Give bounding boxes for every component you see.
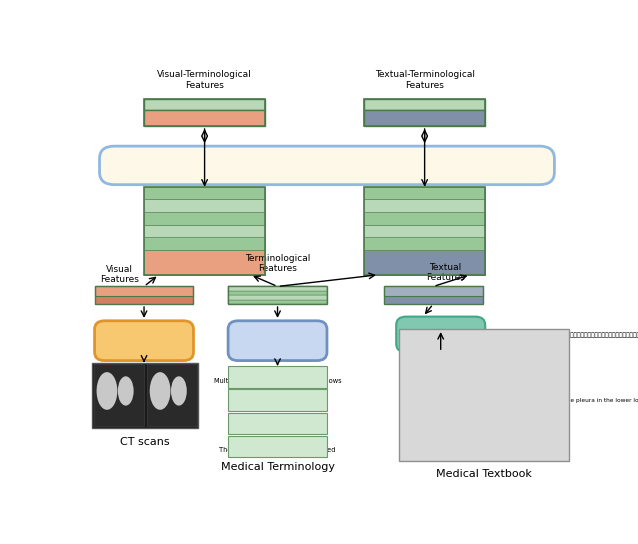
Text: Thickening of the septa: Thickening of the septa	[238, 401, 317, 407]
Bar	[364, 99, 486, 126]
Text: 未见异常密度影: 未见异常密度影	[263, 416, 292, 422]
Text: Textual-Terminological
Features: Textual-Terminological Features	[375, 70, 475, 90]
Text: 纵隔结构清晰: 纵隔结构清晰	[265, 439, 290, 446]
Bar	[92, 363, 198, 428]
Bar	[364, 99, 486, 110]
Bar	[228, 295, 327, 300]
Text: Medical Terminology: Medical Terminology	[221, 462, 334, 472]
Bar	[228, 287, 327, 304]
Bar	[364, 187, 486, 275]
FancyBboxPatch shape	[396, 317, 486, 352]
Bar	[94, 296, 193, 304]
Text: Visual
Features: Visual Features	[100, 264, 138, 284]
Text: Multiple patchy ground glass shadows: Multiple patchy ground glass shadows	[214, 378, 341, 384]
Ellipse shape	[150, 372, 170, 410]
Text: No abnormal density shadow: No abnormal density shadow	[229, 424, 326, 430]
Bar	[144, 99, 265, 110]
Bar	[364, 237, 486, 250]
Bar	[384, 287, 483, 296]
Text: 间隔增厅: 间隔增厅	[269, 393, 286, 399]
Bar	[144, 212, 265, 225]
Text: Textbook
Embedding: Textbook Embedding	[409, 324, 472, 345]
Bar	[228, 367, 327, 388]
Text: Textual
Features: Textual Features	[426, 263, 465, 282]
Bar	[364, 250, 486, 275]
FancyBboxPatch shape	[100, 146, 554, 184]
Bar	[228, 412, 327, 434]
Bar	[144, 187, 265, 200]
Ellipse shape	[171, 376, 187, 406]
Bar	[147, 364, 197, 426]
Bar	[384, 296, 483, 304]
Text: The mediastinum is well organized: The mediastinum is well organized	[219, 448, 336, 454]
FancyBboxPatch shape	[94, 321, 193, 361]
Text: 见多发斑片状獎玻璃阴影: 见多发斑片状獎玻璃阴影	[256, 369, 299, 376]
Text: Visual-Terminological
Features: Visual-Terminological Features	[157, 70, 252, 90]
Bar	[94, 364, 144, 426]
Bar	[364, 200, 486, 212]
Text: Terminological
Features: Terminological Features	[245, 254, 310, 273]
Bar	[144, 200, 265, 212]
Bar	[364, 187, 486, 200]
Bar	[144, 187, 265, 275]
Bar	[364, 212, 486, 225]
Bar	[94, 287, 193, 304]
Text: Medical Textbook: Medical Textbook	[436, 469, 532, 479]
Text: Image
Embedding: Image Embedding	[112, 330, 175, 351]
Text: CT scans: CT scans	[121, 437, 170, 447]
Bar	[144, 237, 265, 250]
Text: Multiple patchy ground glass shadows are seen below the pleura in the lower lobe: Multiple patchy ground glass shadows are…	[403, 398, 638, 403]
Text: 双肺下叶胸膜下见多发斑片状獎玻璃阴影，边缘模糊，病灯内小叶间隔增厚。余双肺内未见异常密度影；双侧主气管及叶、殿气管通畅，未见明显狭窄或扩张。纵隔结构清晰，未见异: 双肺下叶胸膜下见多发斑片状獎玻璃阴影，边缘模糊，病灯内小叶间隔增厚。余双肺内未见…	[403, 332, 638, 338]
Bar	[364, 225, 486, 237]
Bar	[144, 250, 265, 275]
Bar	[228, 436, 327, 457]
Text: Visual Language BERT: Visual Language BERT	[226, 156, 427, 175]
Ellipse shape	[96, 372, 117, 410]
Bar	[384, 287, 483, 304]
FancyBboxPatch shape	[228, 321, 327, 361]
Text: Terminology
Embedding: Terminology Embedding	[244, 330, 311, 351]
Bar	[144, 225, 265, 237]
Bar	[228, 291, 327, 295]
Bar	[144, 110, 265, 126]
Bar	[94, 287, 193, 296]
Bar	[399, 329, 569, 461]
Bar	[228, 287, 327, 291]
Bar	[364, 110, 486, 126]
Ellipse shape	[118, 376, 133, 406]
Bar	[228, 300, 327, 304]
Bar	[228, 390, 327, 411]
Bar	[144, 99, 265, 126]
